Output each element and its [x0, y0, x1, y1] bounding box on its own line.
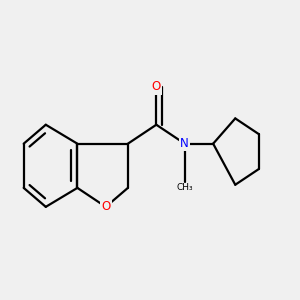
Text: O: O — [101, 200, 110, 213]
Text: CH₃: CH₃ — [176, 183, 193, 192]
Text: N: N — [180, 137, 189, 150]
Text: O: O — [152, 80, 161, 93]
